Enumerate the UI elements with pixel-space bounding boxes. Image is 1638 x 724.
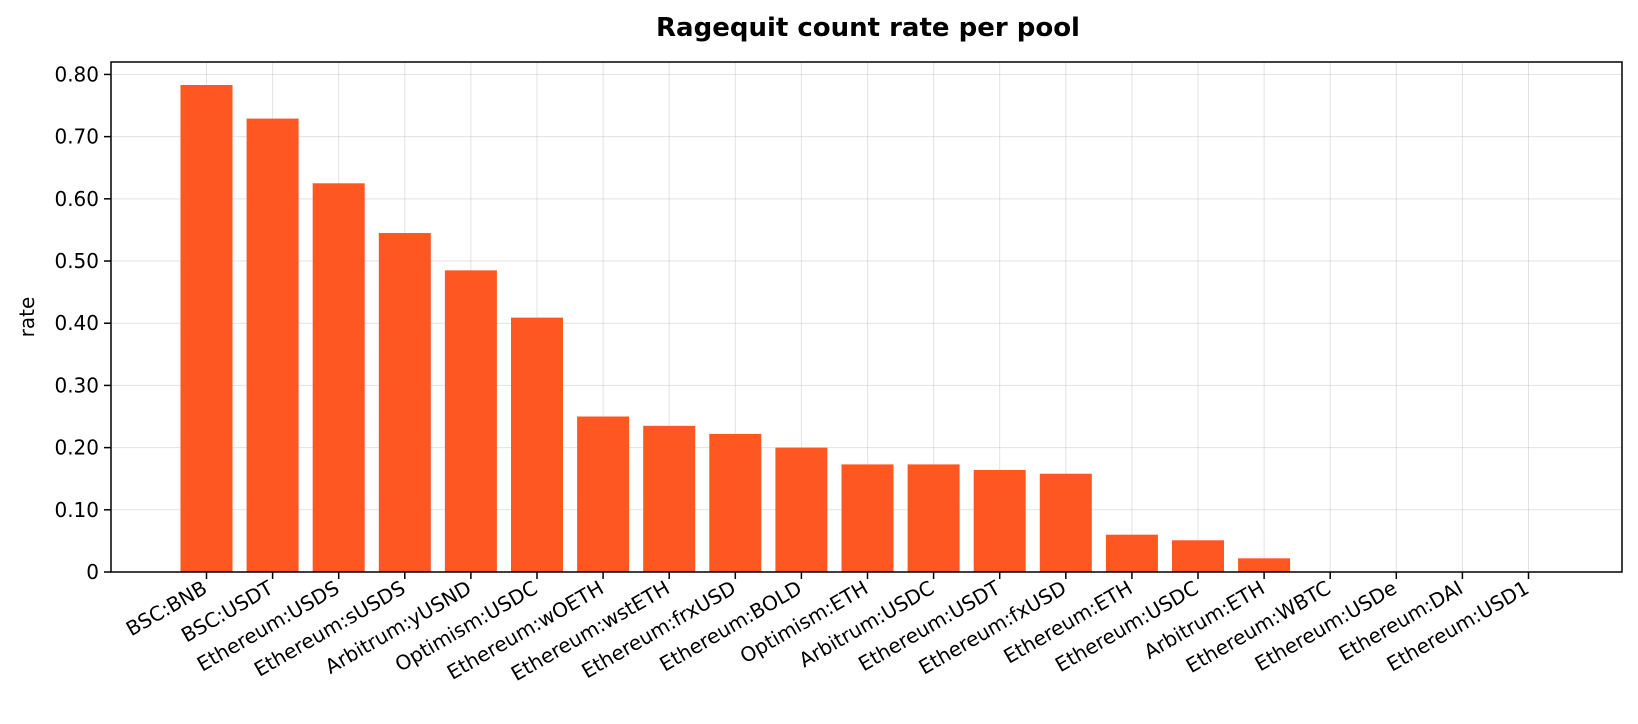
y-tick-label: 0.40: [54, 311, 99, 335]
bar: [312, 183, 365, 572]
bar: [709, 433, 762, 572]
chart-title: Ragequit count rate per pool: [656, 13, 1080, 43]
bar: [511, 317, 563, 572]
y-tick-label: 0.30: [54, 373, 99, 397]
y-tick-label: 0.50: [54, 249, 99, 273]
bar: [444, 270, 497, 572]
y-tick-label: 0.60: [54, 187, 99, 211]
y-tick-label: 0.70: [54, 125, 99, 149]
bar: [378, 233, 431, 572]
bars: [180, 85, 1291, 572]
bar: [246, 118, 299, 572]
bar: [841, 464, 894, 572]
bar: [180, 85, 233, 572]
y-tick-label: 0: [86, 560, 99, 584]
y-tick-label: 0.20: [54, 436, 99, 460]
bar: [973, 470, 1026, 572]
bar: [643, 425, 696, 572]
plot-area-frame: [110, 61, 1623, 573]
bar: [775, 447, 828, 572]
bar: [1238, 558, 1291, 572]
y-tick-label: 0.80: [54, 62, 99, 86]
bar: [1039, 473, 1092, 572]
bar: [577, 416, 630, 572]
bar: [1105, 534, 1158, 572]
y-axis-label: rate: [15, 297, 39, 338]
y-axis-ticks: 0 0.10 0.20 0.30 0.40 0.50 0.60 0.70 0.80: [54, 62, 111, 584]
bar: [907, 464, 960, 572]
bar: [1172, 540, 1224, 572]
y-tick-label: 0.10: [54, 498, 99, 522]
